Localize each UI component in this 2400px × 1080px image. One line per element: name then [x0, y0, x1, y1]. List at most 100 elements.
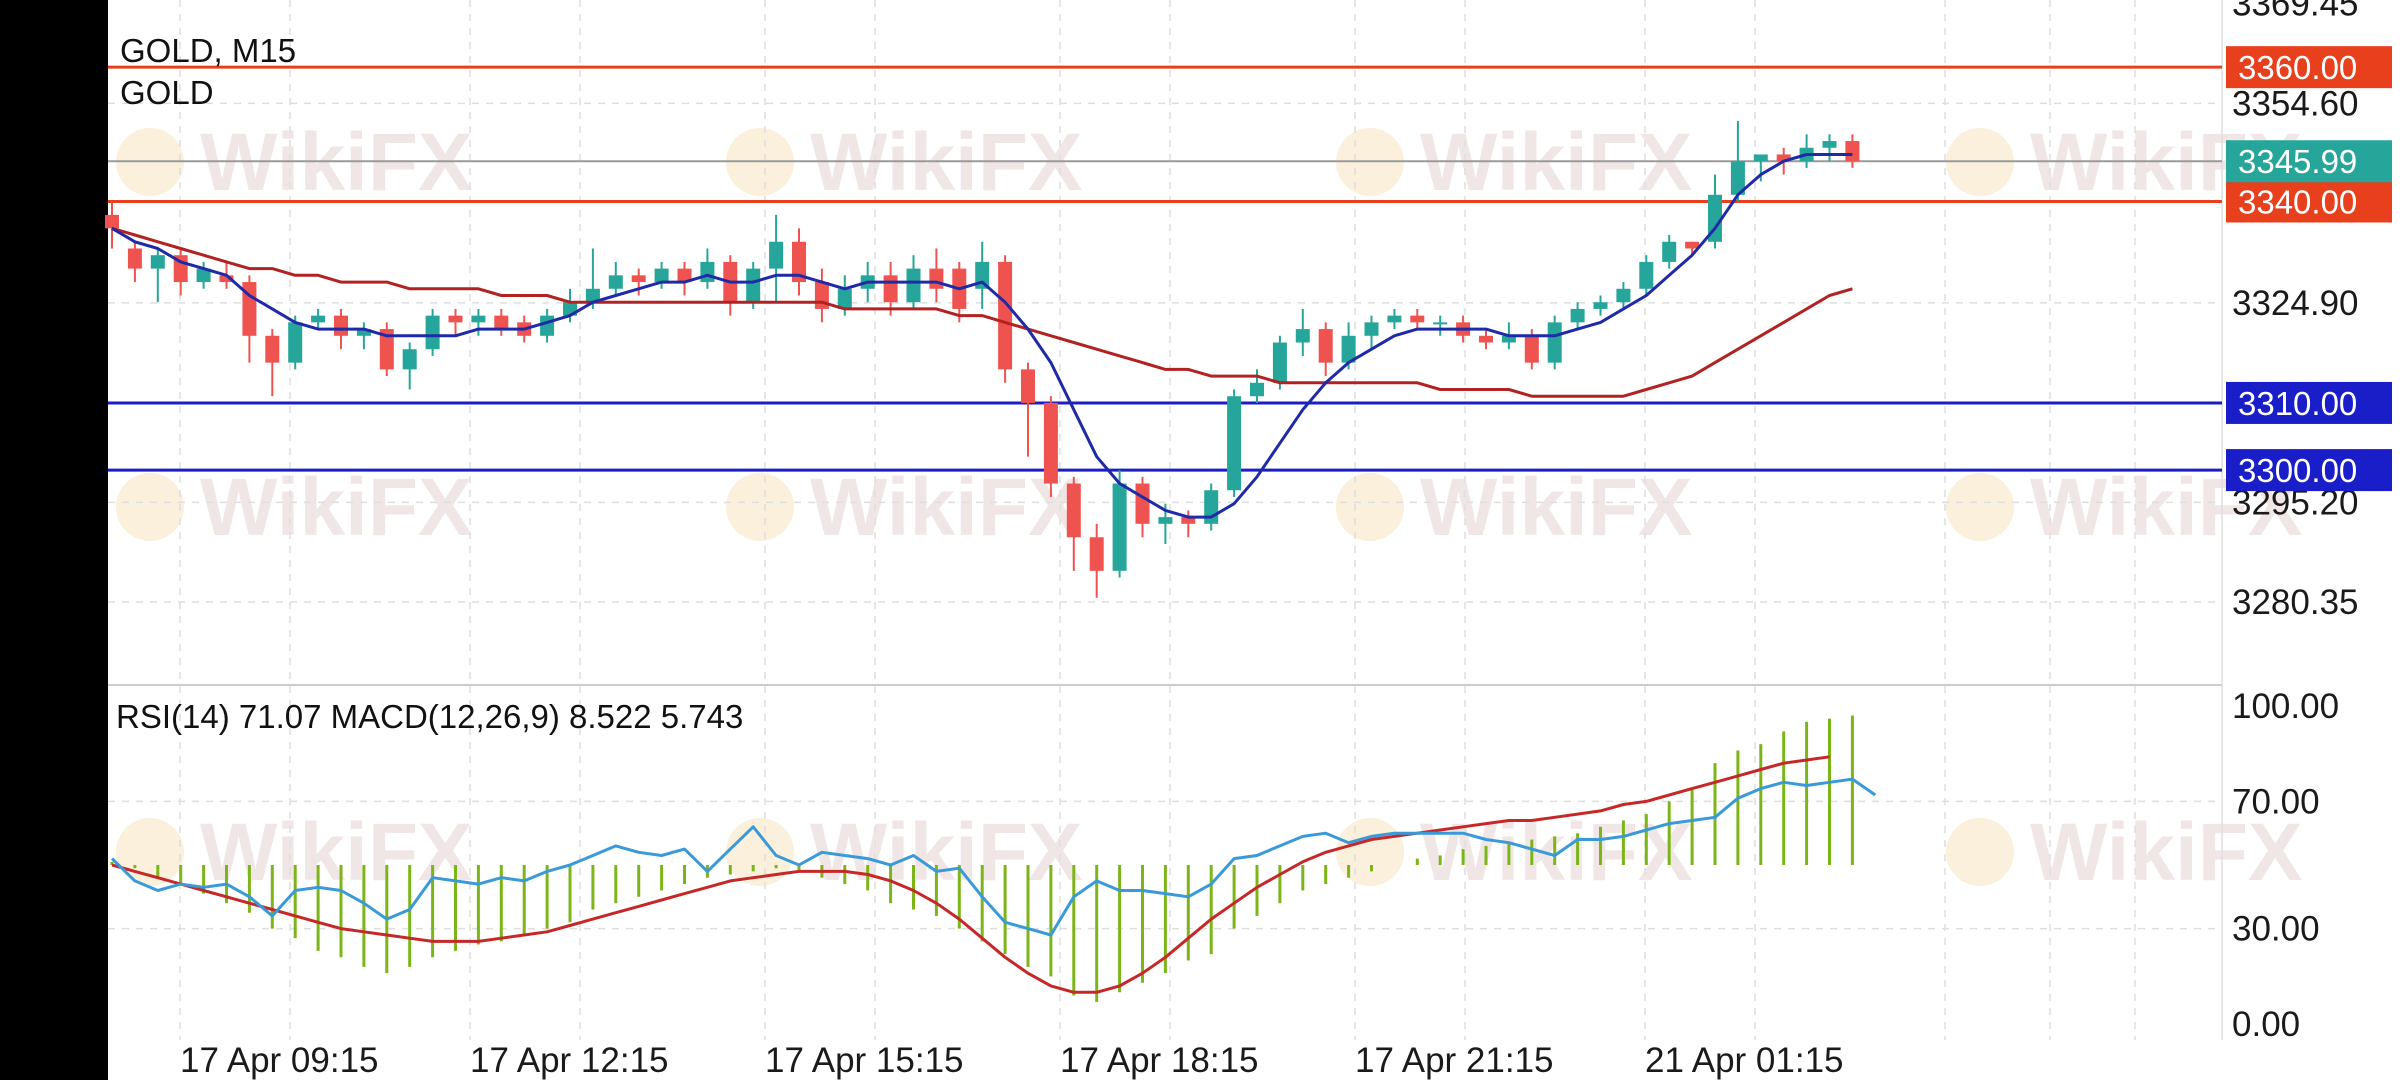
candle	[1639, 255, 1654, 296]
candle-body	[1250, 382, 1264, 397]
candle	[402, 342, 417, 390]
candle	[1204, 483, 1219, 531]
candle-body	[311, 315, 326, 323]
candle-body	[998, 261, 1013, 370]
candle	[150, 248, 165, 303]
candle-body	[1822, 141, 1837, 148]
watermark-logo-icon	[116, 818, 184, 886]
candle-body	[1547, 322, 1562, 363]
time-tick-label: 17 Apr 18:15	[1060, 1041, 1259, 1080]
candle-body	[1753, 154, 1768, 162]
watermark-logo-icon	[116, 473, 184, 541]
watermark-text: WikiFX	[1420, 807, 1693, 898]
candle-body	[127, 248, 142, 269]
candle-body	[1387, 315, 1402, 323]
price-tag-3300.00: 3300.00	[2226, 449, 2392, 492]
candle	[929, 248, 944, 303]
time-tick-label: 17 Apr 21:15	[1355, 1041, 1554, 1080]
candle	[1135, 476, 1150, 538]
price-tag-background	[2226, 180, 2392, 223]
candle-body	[288, 322, 303, 363]
candle-body	[1593, 302, 1608, 309]
price-tag-background	[2226, 449, 2392, 492]
candle-body	[700, 261, 715, 283]
candle	[1570, 302, 1585, 330]
candle-body	[1616, 288, 1631, 303]
time-tick-label: 17 Apr 09:15	[180, 1041, 379, 1080]
candle	[1387, 308, 1402, 330]
indicator-axis: 100.00 70.00 30.00 0.00	[2232, 687, 2339, 1044]
price-tag-background	[2226, 381, 2392, 424]
watermark-logo-icon	[1336, 818, 1404, 886]
candle	[792, 228, 806, 296]
symbol-label: GOLD	[120, 74, 214, 111]
candle-body	[105, 214, 119, 229]
candle	[975, 241, 990, 309]
candle-body	[1295, 329, 1310, 343]
candle-body	[356, 329, 371, 336]
indicator-tick-label: 30.00	[2232, 910, 2320, 949]
candle	[448, 308, 463, 336]
price-tag-label: 3340.00	[2238, 183, 2357, 220]
moving-average-fast-line	[111, 153, 1853, 519]
candle	[608, 261, 623, 296]
candle	[127, 241, 142, 283]
time-tick-label: 17 Apr 12:15	[470, 1041, 669, 1080]
candle	[1433, 315, 1448, 336]
candle-body	[1639, 261, 1654, 289]
candle	[700, 248, 715, 289]
candle-body	[1181, 517, 1196, 524]
candle	[265, 329, 280, 397]
candle-body	[1341, 335, 1356, 363]
candle-body	[608, 275, 623, 289]
candle	[1181, 510, 1196, 538]
candle-body	[631, 275, 646, 283]
price-level-lines[interactable]	[108, 65, 2222, 472]
indicator-tick-label: 0.00	[2232, 1005, 2300, 1044]
candle-body	[425, 315, 440, 350]
candle-body	[1089, 537, 1104, 571]
indicator-tick-label: 100.00	[2232, 687, 2339, 726]
candle-body	[1479, 335, 1493, 343]
candle-body	[1112, 483, 1127, 571]
candle-body	[471, 315, 486, 323]
watermark-text: WikiFX	[200, 117, 473, 208]
candle	[379, 322, 394, 377]
candle-body	[1318, 329, 1333, 363]
candle	[242, 275, 257, 363]
candle-body	[540, 315, 555, 336]
candlestick-series	[105, 120, 1860, 598]
moving-average-slow-line	[111, 226, 1853, 398]
watermark-text: WikiFX	[1420, 462, 1693, 553]
candle-body	[448, 315, 463, 323]
candle	[998, 255, 1013, 383]
candle-body	[769, 241, 784, 269]
candle-body	[196, 268, 211, 283]
candle	[1662, 235, 1677, 269]
candle	[1043, 396, 1058, 497]
candle-body	[379, 329, 394, 370]
candle-body	[677, 268, 692, 283]
candle	[425, 308, 440, 356]
candle-body	[1227, 396, 1242, 491]
candle	[1845, 134, 1860, 168]
candle	[288, 315, 303, 370]
candle-body	[1066, 483, 1081, 538]
price-tag-label: 3300.00	[2238, 452, 2357, 489]
candle	[173, 248, 188, 296]
time-axis: 17 Apr 09:15 17 Apr 12:15 17 Apr 15:15 17 A…	[180, 1041, 1844, 1080]
price-tick-label: 3280.35	[2232, 583, 2359, 622]
price-tag-3340.00: 3340.00	[2226, 180, 2392, 223]
screen-bezel	[0, 0, 108, 1080]
price-tag-3360.00: 3360.00	[2226, 46, 2392, 89]
candle-body	[334, 315, 348, 336]
price-tick-label: 3354.60	[2232, 84, 2359, 123]
candle-body	[242, 282, 257, 336]
watermark-text: WikiFX	[810, 117, 1083, 208]
candle-body	[1570, 308, 1585, 323]
symbol-timeframe-label: GOLD, M15	[120, 32, 296, 69]
watermark-text: WikiFX	[810, 462, 1083, 553]
price-tick-label: 3369.45	[2232, 0, 2359, 24]
